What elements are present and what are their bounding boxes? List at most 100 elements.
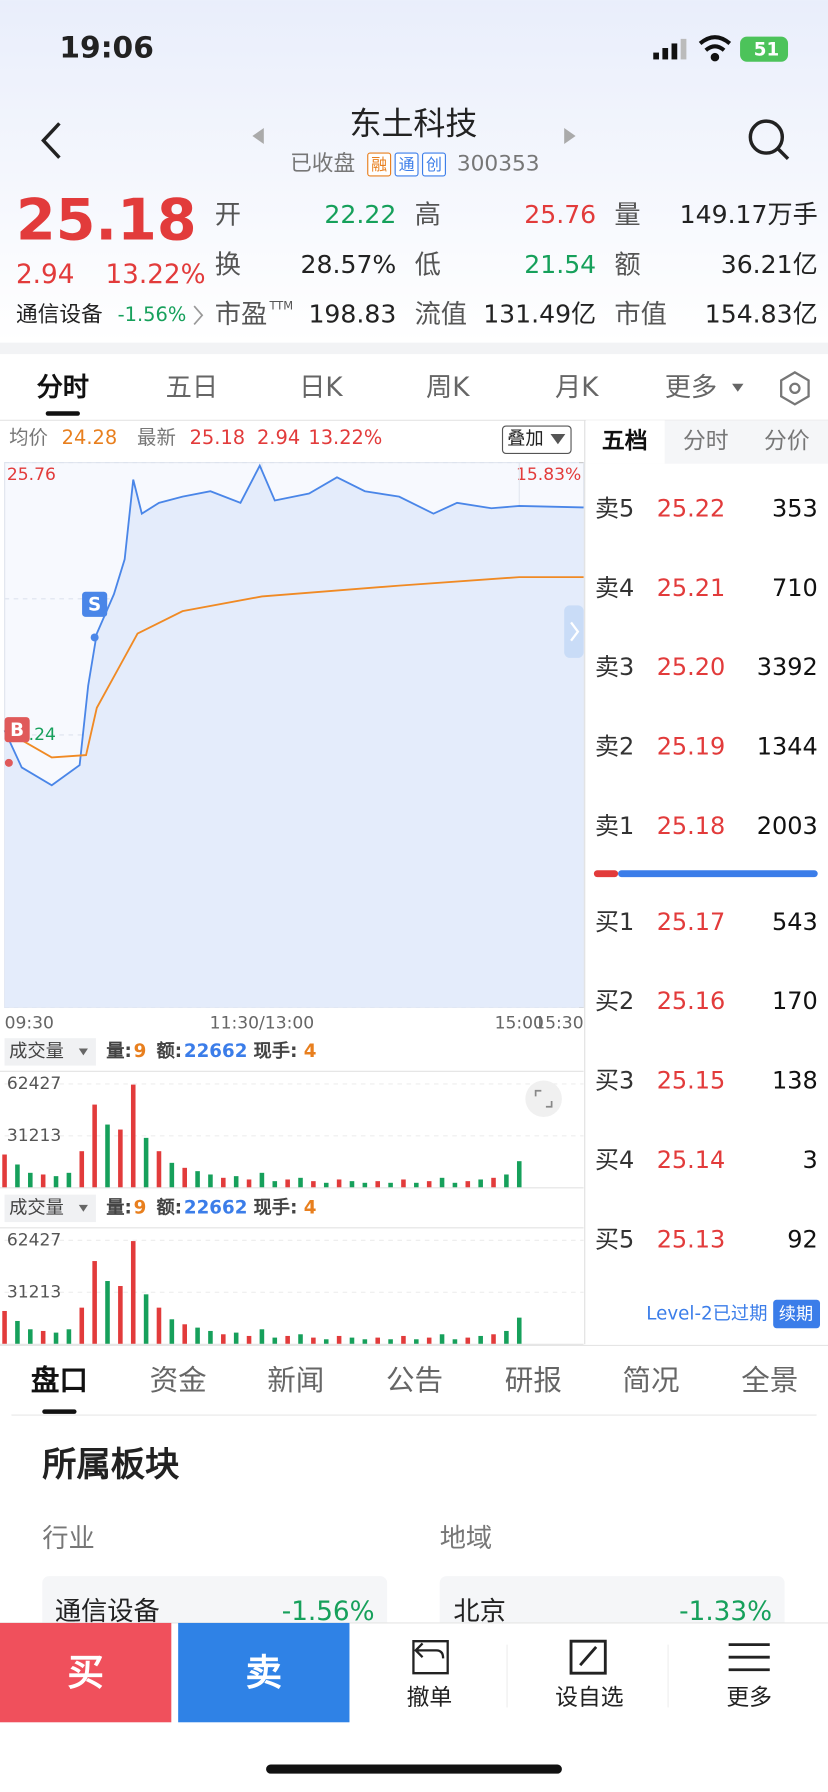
- volume-bar: [195, 1327, 200, 1345]
- volume-bar: [504, 1330, 509, 1345]
- watchlist-icon[interactable]: [569, 1639, 607, 1675]
- volume-bar: [491, 1177, 496, 1188]
- book-price: 25.22: [657, 494, 726, 522]
- volume-bar: [452, 1339, 458, 1345]
- book-price: 25.14: [657, 1146, 726, 1174]
- volume-bar: [246, 1179, 252, 1188]
- detail-tab[interactable]: 资金: [150, 1363, 207, 1397]
- volume-bar: [156, 1151, 162, 1188]
- chart-tab[interactable]: 分时: [37, 373, 90, 403]
- volume-bar: [298, 1177, 303, 1188]
- chart-tab[interactable]: 月K: [555, 373, 599, 403]
- volume-bar: [130, 1084, 136, 1188]
- detail-tab[interactable]: 盘口: [31, 1363, 88, 1397]
- chart-tab[interactable]: 日K: [299, 373, 343, 403]
- volume-bar: [15, 1164, 20, 1188]
- volume-info: 4: [304, 1197, 317, 1218]
- book-label: 买2: [595, 987, 634, 1015]
- last-change-pct: 13.22%: [308, 426, 382, 449]
- book-label: 卖4: [595, 574, 634, 602]
- search-button[interactable]: [748, 119, 785, 155]
- book-volume: 138: [772, 1067, 818, 1095]
- field-label: 换: [215, 251, 241, 281]
- trade-label: S: [88, 594, 101, 615]
- field-label: 开: [215, 200, 241, 230]
- volume-bar: [323, 1339, 329, 1345]
- chart-tab[interactable]: 更多: [665, 373, 717, 403]
- volume-bar: [118, 1129, 123, 1188]
- field-label: 额: [614, 251, 640, 281]
- prev-stock[interactable]: [252, 127, 264, 144]
- field-label: 市盈: [215, 300, 268, 330]
- volume-selector[interactable]: [4, 1038, 96, 1066]
- detail-tab[interactable]: 公告: [386, 1363, 443, 1397]
- volume-bar: [66, 1329, 72, 1345]
- field-label: 流值: [415, 300, 468, 330]
- market-status: 已收盘: [290, 152, 355, 177]
- book-volume: 353: [772, 494, 818, 522]
- volume-bar: [208, 1330, 213, 1345]
- renew-button[interactable]: [773, 1299, 821, 1329]
- change-pct: 13.22%: [105, 260, 205, 290]
- volume-selector[interactable]: [4, 1194, 96, 1223]
- volume-bar: [221, 1334, 226, 1345]
- volume-bar: [28, 1329, 33, 1345]
- industry-name: 通信设备: [55, 1597, 160, 1627]
- settings-icon[interactable]: [780, 371, 810, 406]
- detail-tab[interactable]: 研报: [505, 1363, 562, 1397]
- volume-bar: [388, 1182, 393, 1188]
- chart-tab[interactable]: 周K: [426, 373, 470, 403]
- detail-tab[interactable]: 新闻: [267, 1363, 324, 1397]
- separator: [0, 342, 828, 355]
- detail-tab[interactable]: 全景: [741, 1363, 798, 1397]
- action-label[interactable]: 更多: [726, 1685, 772, 1711]
- volume-bar: [349, 1181, 355, 1188]
- volume-bar: [439, 1177, 445, 1188]
- back-button[interactable]: [41, 122, 61, 159]
- volume-bar: [465, 1337, 471, 1345]
- sell-button[interactable]: [178, 1622, 350, 1723]
- more-icon[interactable]: [728, 1643, 770, 1672]
- collapse-handle[interactable]: [564, 605, 584, 658]
- cancel-icon[interactable]: [412, 1640, 449, 1675]
- action-label[interactable]: 设自选: [555, 1685, 624, 1711]
- clock: 19:06: [59, 31, 154, 66]
- ask-ratio: [618, 870, 818, 878]
- volume-bar: [143, 1137, 149, 1188]
- book-price: 25.17: [657, 908, 726, 936]
- book-tab[interactable]: 分时: [683, 429, 729, 455]
- action-label[interactable]: 撤单: [407, 1685, 453, 1711]
- next-stock[interactable]: [564, 127, 576, 144]
- book-tab[interactable]: 五档: [602, 429, 648, 455]
- chart-tab[interactable]: 五日: [166, 373, 219, 403]
- book-volume: 710: [772, 574, 818, 602]
- overlay-button[interactable]: [501, 425, 572, 455]
- level2-notice: Level-2已过期: [646, 1304, 767, 1325]
- volume-bar: [221, 1177, 226, 1188]
- home-indicator: [266, 1764, 562, 1774]
- volume-info: 9: [134, 1041, 147, 1062]
- y-tick-label: 31213: [7, 1282, 61, 1302]
- detail-tab[interactable]: 简况: [622, 1363, 679, 1397]
- avg-label: 均价: [9, 426, 48, 449]
- volume-bar: [401, 1335, 406, 1345]
- expand-button[interactable]: [525, 1080, 562, 1117]
- volume-bar: [375, 1337, 381, 1345]
- x-tick-label: 11:30/13:00: [210, 1013, 314, 1033]
- book-tab[interactable]: 分价: [764, 429, 810, 455]
- y-tick-label: 25.76: [7, 465, 56, 485]
- volume-bar: [298, 1334, 303, 1345]
- volume-bar: [516, 1317, 522, 1345]
- book-label: 卖1: [595, 812, 634, 840]
- book-label: 买3: [595, 1067, 634, 1095]
- buy-button[interactable]: [0, 1622, 172, 1723]
- y-tick-label: 62427: [7, 1074, 61, 1094]
- x-tick-label: 15:30: [534, 1013, 583, 1033]
- volume-bar: [285, 1335, 290, 1345]
- volume-bar: [272, 1181, 278, 1188]
- x-tick-label: 15:00: [495, 1013, 544, 1033]
- volume-bar: [169, 1162, 175, 1188]
- volume-bar: [491, 1334, 496, 1345]
- volume-info: 额:: [156, 1040, 182, 1062]
- book-label: 卖2: [595, 733, 634, 761]
